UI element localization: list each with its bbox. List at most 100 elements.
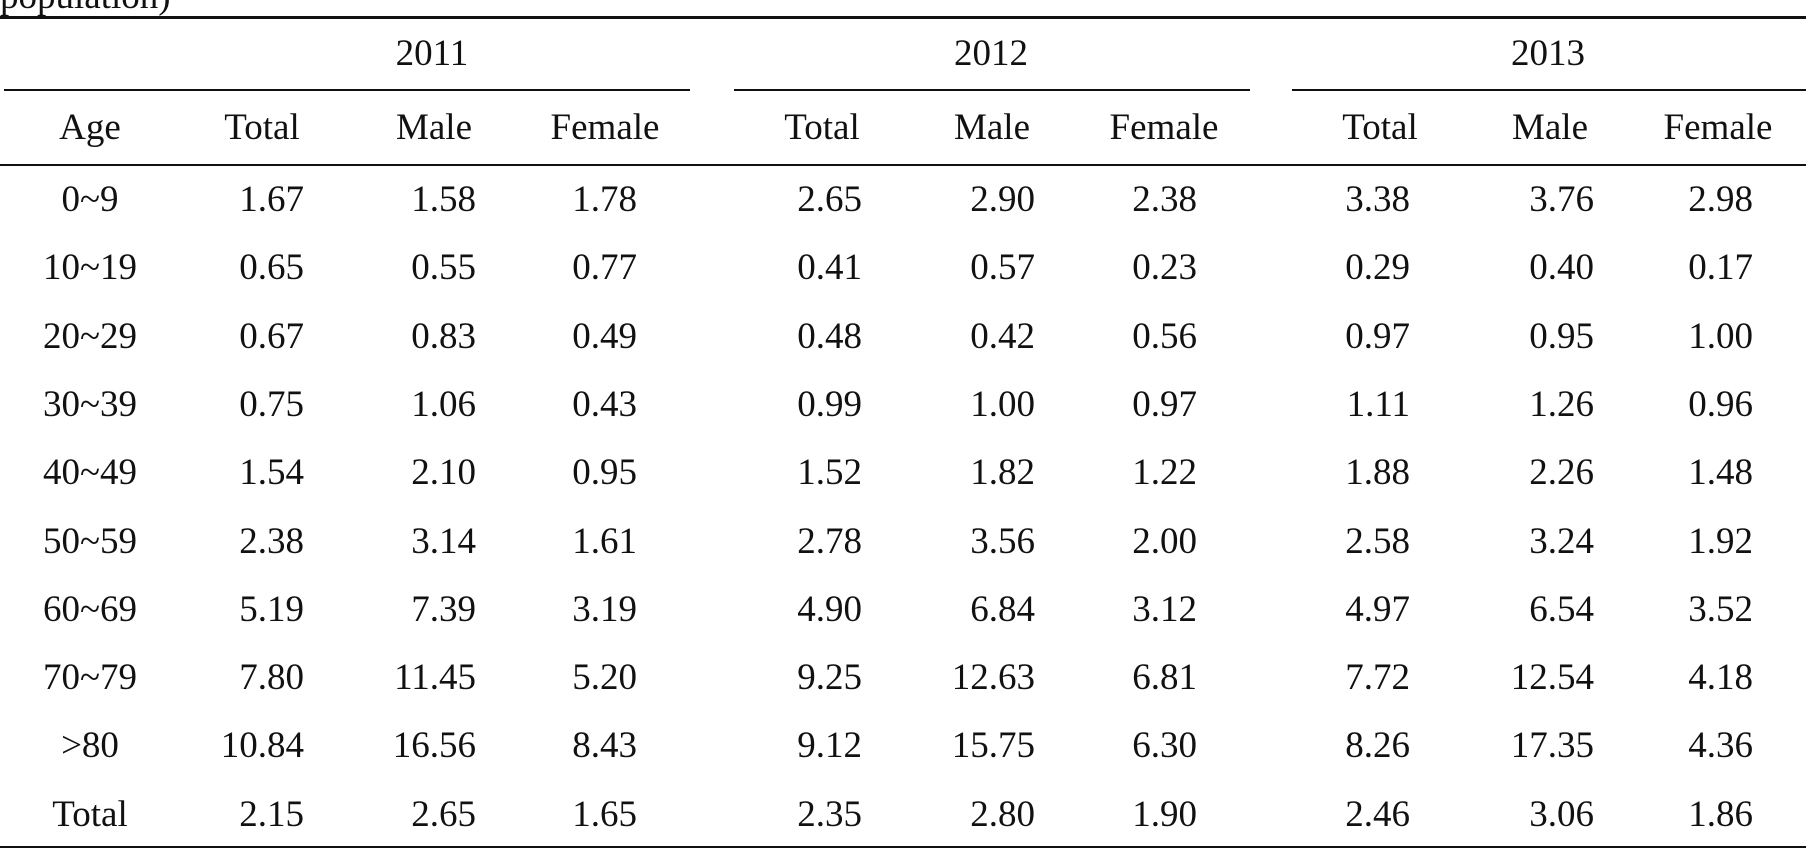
cell-male: 16.56 bbox=[392, 725, 476, 766]
year-header: 2013 bbox=[1511, 33, 1585, 74]
cell-male: 0.40 bbox=[1529, 247, 1594, 288]
caption-fragment: population) bbox=[0, 0, 171, 15]
cell-male: 3.24 bbox=[1529, 521, 1594, 562]
cell-female: 8.43 bbox=[572, 725, 637, 766]
column-header-male: Male bbox=[1511, 107, 1589, 148]
column-header-female: Female bbox=[550, 107, 660, 148]
cell-total: 0.65 bbox=[239, 247, 304, 288]
cell-male: 1.00 bbox=[970, 384, 1035, 425]
cell-total: 2.65 bbox=[797, 179, 862, 220]
cell-female: 6.30 bbox=[1132, 725, 1197, 766]
cell-male: 12.63 bbox=[951, 657, 1035, 698]
cell-female: 1.78 bbox=[572, 179, 637, 220]
column-header-male: Male bbox=[395, 107, 473, 148]
cell-female: 0.17 bbox=[1688, 247, 1753, 288]
cell-female: 0.23 bbox=[1132, 247, 1197, 288]
cell-female: 2.38 bbox=[1132, 179, 1197, 220]
cell-total: 2.15 bbox=[239, 794, 304, 835]
cell-female: 3.52 bbox=[1688, 589, 1753, 630]
year-group-rule bbox=[1292, 89, 1806, 91]
cell-female: 0.49 bbox=[572, 316, 637, 357]
column-header-total: Total bbox=[224, 107, 300, 148]
cell-male: 2.90 bbox=[970, 179, 1035, 220]
cell-total: 8.26 bbox=[1345, 725, 1410, 766]
cell-female: 1.90 bbox=[1132, 794, 1197, 835]
cell-total: 0.67 bbox=[239, 316, 304, 357]
cell-total: 2.58 bbox=[1345, 521, 1410, 562]
cell-total: 1.52 bbox=[797, 452, 862, 493]
cell-male: 0.55 bbox=[411, 247, 476, 288]
cell-female: 2.00 bbox=[1132, 521, 1197, 562]
cell-total: 2.46 bbox=[1345, 794, 1410, 835]
cell-total: 0.99 bbox=[797, 384, 862, 425]
cell-male: 2.26 bbox=[1529, 452, 1594, 493]
cell-male: 17.35 bbox=[1510, 725, 1594, 766]
cell-male: 15.75 bbox=[951, 725, 1035, 766]
cell-total: 5.19 bbox=[239, 589, 304, 630]
column-header-total: Total bbox=[1342, 107, 1418, 148]
bottom-rule bbox=[0, 846, 1806, 848]
cell-male: 2.65 bbox=[411, 794, 476, 835]
cell-male: 3.06 bbox=[1529, 794, 1594, 835]
age-label: 70~79 bbox=[42, 657, 138, 698]
age-label: Total bbox=[52, 794, 128, 835]
cell-male: 6.84 bbox=[970, 589, 1035, 630]
cell-female: 1.61 bbox=[572, 521, 637, 562]
age-label: 20~29 bbox=[42, 316, 138, 357]
cell-male: 2.10 bbox=[411, 452, 476, 493]
cell-male: 6.54 bbox=[1529, 589, 1594, 630]
age-label: 40~49 bbox=[42, 452, 138, 493]
column-header-female: Female bbox=[1109, 107, 1219, 148]
cell-total: 2.35 bbox=[797, 794, 862, 835]
cell-total: 7.72 bbox=[1345, 657, 1410, 698]
year-group-rule bbox=[4, 89, 690, 91]
age-label: 50~59 bbox=[42, 521, 138, 562]
cell-female: 1.22 bbox=[1132, 452, 1197, 493]
cell-female: 0.43 bbox=[572, 384, 637, 425]
cell-female: 1.65 bbox=[572, 794, 637, 835]
cell-total: 1.67 bbox=[239, 179, 304, 220]
column-header-total: Total bbox=[784, 107, 860, 148]
cell-total: 4.90 bbox=[797, 589, 862, 630]
cell-male: 0.83 bbox=[411, 316, 476, 357]
cell-female: 0.95 bbox=[572, 452, 637, 493]
cell-male: 7.39 bbox=[411, 589, 476, 630]
cell-female: 0.56 bbox=[1132, 316, 1197, 357]
column-header-male: Male bbox=[953, 107, 1031, 148]
cell-female: 5.20 bbox=[572, 657, 637, 698]
cell-total: 2.78 bbox=[797, 521, 862, 562]
year-header: 2011 bbox=[395, 33, 469, 74]
cell-total: 1.54 bbox=[239, 452, 304, 493]
year-header: 2012 bbox=[954, 33, 1028, 74]
top-rule bbox=[0, 16, 1806, 19]
cell-male: 3.14 bbox=[411, 521, 476, 562]
column-header-female: Female bbox=[1663, 107, 1773, 148]
cell-female: 2.98 bbox=[1688, 179, 1753, 220]
cell-female: 0.97 bbox=[1132, 384, 1197, 425]
age-label: >80 bbox=[61, 725, 119, 766]
cell-female: 1.86 bbox=[1688, 794, 1753, 835]
cell-total: 0.29 bbox=[1345, 247, 1410, 288]
cell-male: 12.54 bbox=[1510, 657, 1594, 698]
cell-male: 0.57 bbox=[970, 247, 1035, 288]
column-header-age: Age bbox=[59, 107, 121, 148]
cell-male: 3.76 bbox=[1529, 179, 1594, 220]
cell-female: 6.81 bbox=[1132, 657, 1197, 698]
cell-male: 1.58 bbox=[411, 179, 476, 220]
age-label: 60~69 bbox=[42, 589, 138, 630]
cell-female: 1.92 bbox=[1688, 521, 1753, 562]
age-label: 0~9 bbox=[61, 179, 119, 220]
cell-male: 3.56 bbox=[970, 521, 1035, 562]
cell-female: 0.96 bbox=[1688, 384, 1753, 425]
header-rule bbox=[0, 164, 1806, 166]
cell-male: 11.45 bbox=[394, 657, 476, 698]
cell-male: 2.80 bbox=[970, 794, 1035, 835]
cell-total: 3.38 bbox=[1345, 179, 1410, 220]
age-label: 30~39 bbox=[42, 384, 138, 425]
cell-female: 3.12 bbox=[1132, 589, 1197, 630]
cell-total: 1.88 bbox=[1345, 452, 1410, 493]
cell-total: 2.38 bbox=[239, 521, 304, 562]
cell-total: 0.48 bbox=[797, 316, 862, 357]
cell-total: 9.12 bbox=[797, 725, 862, 766]
cell-male: 1.26 bbox=[1529, 384, 1594, 425]
